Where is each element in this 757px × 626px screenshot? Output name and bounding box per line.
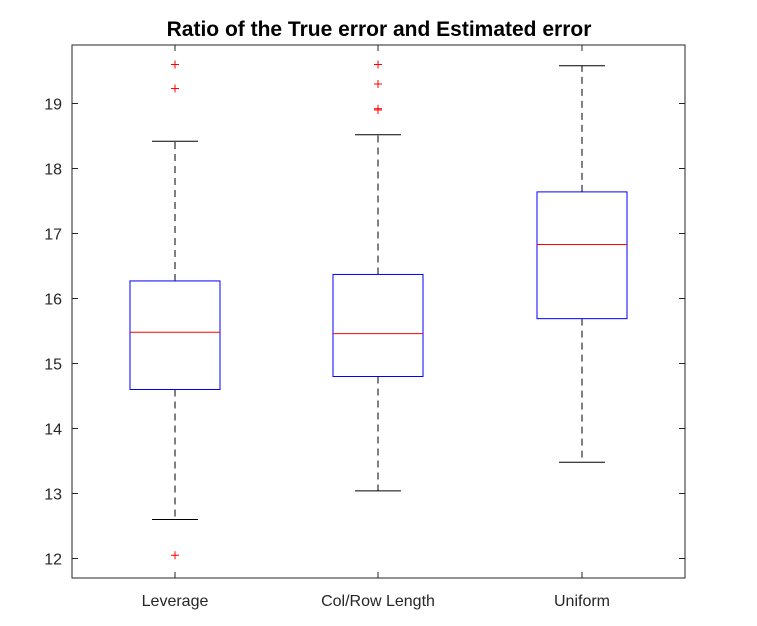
- outlier-marker: [374, 80, 382, 88]
- y-tick-label: 13: [44, 487, 62, 504]
- plot-area: 12 13 14 15 16 17 18 19 Leverage Col/Row Length Un…: [44, 44, 686, 610]
- chart-title: Ratio of the True error and Estimated er…: [167, 18, 592, 41]
- box-iqr: [129, 280, 221, 391]
- x-tick-label: Col/Row Length: [321, 593, 435, 610]
- outlier-marker: [171, 551, 179, 560]
- outlier-marker: [171, 60, 179, 69]
- outlier-marker: [374, 104, 382, 113]
- y-tick-label: 19: [44, 97, 62, 114]
- y-tick-label: 16: [44, 292, 62, 309]
- outlier-marker: [171, 84, 179, 93]
- y-tick-label: 14: [44, 422, 62, 439]
- box-iqr: [332, 273, 424, 378]
- y-tick-label: 12: [44, 552, 62, 569]
- box-iqr: [536, 191, 628, 320]
- y-tick-label: 18: [44, 162, 62, 179]
- plot-frame: [71, 44, 686, 579]
- y-tick-label: 17: [44, 227, 62, 244]
- x-tick-label: Leverage: [142, 593, 209, 610]
- y-tick-label: 15: [44, 357, 62, 374]
- x-tick-label: Uniform: [554, 593, 610, 610]
- outlier-marker: [374, 60, 382, 69]
